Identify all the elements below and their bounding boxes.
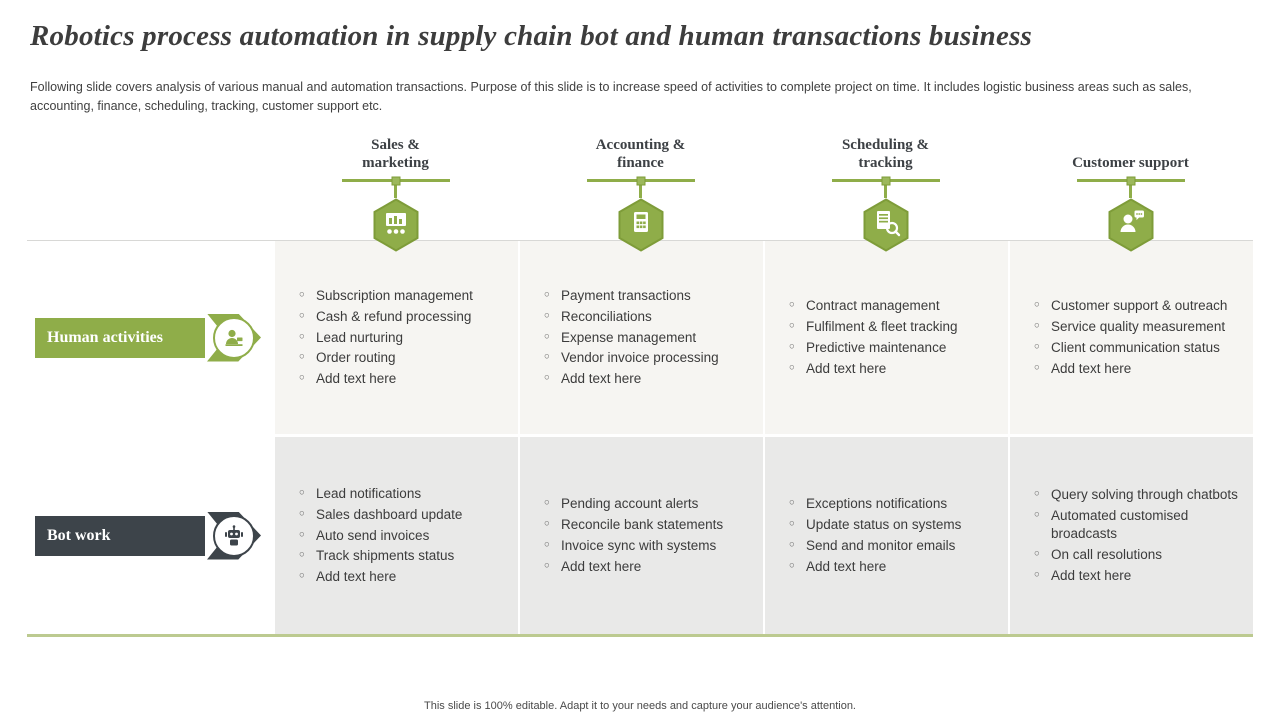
row-bot-work: Bot work (27, 437, 1253, 634)
column-header-accounting-finance: Accounting & finance (518, 126, 763, 252)
bullet-item: Add text here (544, 558, 723, 576)
cell-bot-customer-support: Query solving through chatbots Automated … (1008, 437, 1253, 634)
cell-human-customer-support: Customer support & outreach Service quali… (1008, 241, 1253, 434)
bullet-item: Automated customised broadcasts (1034, 507, 1241, 543)
transactions-matrix: Sales & marketing (27, 126, 1253, 637)
activity-list: Pending account alerts Reconcile bank sta… (544, 492, 723, 578)
activity-list: Query solving through chatbots Automated … (1034, 483, 1241, 587)
bullet-item: Payment transactions (544, 287, 719, 305)
cell-human-sales-marketing: Subscription management Cash & refund pro… (273, 241, 518, 434)
connector-node (636, 176, 645, 185)
bullet-item: Add text here (544, 370, 719, 388)
bullet-item: Add text here (1034, 360, 1227, 378)
human-icon (213, 316, 255, 359)
connector-line (586, 176, 695, 185)
document-tracking-icon (862, 198, 910, 252)
connector-line (831, 176, 940, 185)
cell-human-accounting-finance: Payment transactions Reconciliations Expen… (518, 241, 763, 434)
bullet-item: Lead nurturing (299, 329, 473, 347)
cell-bot-sales-marketing: Lead notifications Sales dashboard update… (273, 437, 518, 634)
activity-list: Contract management Fulfilment & fleet tr… (789, 294, 958, 380)
page-title: Robotics process automation in supply ch… (30, 20, 1033, 52)
column-headers: Sales & marketing (27, 126, 1253, 252)
bullet-item: Query solving through chatbots (1034, 486, 1241, 504)
bullet-item: Add text here (789, 360, 958, 378)
connector-node (1126, 176, 1135, 185)
column-title: Accounting & finance (595, 136, 686, 172)
activity-list: Exceptions notifications Update status on… (789, 492, 961, 578)
cell-bot-accounting-finance: Pending account alerts Reconcile bank sta… (518, 437, 763, 634)
bullet-item: Add text here (299, 370, 473, 388)
bullet-item: Pending account alerts (544, 495, 723, 513)
bullet-item: Exceptions notifications (789, 495, 961, 513)
connector-stem (639, 182, 642, 198)
connector-line (1076, 176, 1185, 185)
connector-line (341, 176, 450, 185)
column-header-customer-support: Customer support (1008, 126, 1253, 252)
cell-bot-scheduling-tracking: Exceptions notifications Update status on… (763, 437, 1008, 634)
bullet-item: Lead notifications (299, 485, 462, 503)
matrix-body: Human activities Subscri (27, 240, 1253, 637)
bullet-item: Track shipments status (299, 547, 462, 565)
bullet-item: Fulfilment & fleet tracking (789, 318, 958, 336)
bullet-item: Cash & refund processing (299, 308, 473, 326)
robot-icon (213, 514, 255, 557)
connector-stem (1129, 182, 1132, 198)
activity-list: Lead notifications Sales dashboard update… (299, 482, 462, 589)
bullet-item: Reconcile bank statements (544, 516, 723, 534)
bullet-item: Send and monitor emails (789, 537, 961, 555)
bullet-item: Sales dashboard update (299, 506, 462, 524)
bullet-item: Subscription management (299, 287, 473, 305)
footer-note: This slide is 100% editable. Adapt it to… (424, 700, 856, 712)
column-header-scheduling-tracking: Scheduling & tracking (763, 126, 1008, 252)
bullet-item: Service quality measurement (1034, 318, 1227, 336)
bullet-item: Invoice sync with systems (544, 537, 723, 555)
slide-description: Following slide covers analysis of vario… (30, 80, 1192, 113)
human-activities-banner: Human activities (35, 313, 261, 362)
bullet-item: Reconciliations (544, 308, 719, 326)
row-label-bot-work: Bot work (27, 437, 273, 634)
header-spacer (27, 126, 273, 240)
bullet-item: Auto send invoices (299, 527, 462, 545)
bullet-item: Contract management (789, 297, 958, 315)
connector-node (391, 176, 400, 185)
bullet-item: Predictive maintenance (789, 339, 958, 357)
column-title: Scheduling & tracking (841, 136, 930, 172)
column-header-sales-marketing: Sales & marketing (273, 126, 518, 252)
presentation-board-icon (372, 198, 420, 252)
bullet-item: On call resolutions (1034, 546, 1241, 564)
bullet-item: Client communication status (1034, 339, 1227, 357)
column-title: Sales & marketing (362, 136, 429, 172)
row-label-human-activities: Human activities (27, 241, 273, 434)
column-title: Customer support (1072, 155, 1189, 172)
support-person-icon (1107, 198, 1155, 252)
activity-list: Payment transactions Reconciliations Expen… (544, 284, 719, 391)
bullet-item: Customer support & outreach (1034, 297, 1227, 315)
connector-stem (884, 182, 887, 198)
bullet-item: Add text here (789, 558, 961, 576)
row-banner-label: Human activities (35, 317, 205, 358)
activity-list: Subscription management Cash & refund pro… (299, 284, 473, 391)
row-human-activities: Human activities Subscri (27, 241, 1253, 434)
connector-node (881, 176, 890, 185)
bullet-item: Add text here (1034, 567, 1241, 585)
bullet-item: Add text here (299, 568, 462, 586)
bullet-item: Order routing (299, 349, 473, 367)
bullet-item: Vendor invoice processing (544, 349, 719, 367)
bullet-item: Update status on systems (789, 516, 961, 534)
cell-human-scheduling-tracking: Contract management Fulfilment & fleet tr… (763, 241, 1008, 434)
row-banner-label: Bot work (35, 515, 205, 556)
calculator-icon (617, 198, 665, 252)
bot-work-banner: Bot work (35, 511, 261, 560)
activity-list: Customer support & outreach Service quali… (1034, 294, 1227, 380)
bullet-item: Expense management (544, 329, 719, 347)
connector-stem (394, 182, 397, 198)
